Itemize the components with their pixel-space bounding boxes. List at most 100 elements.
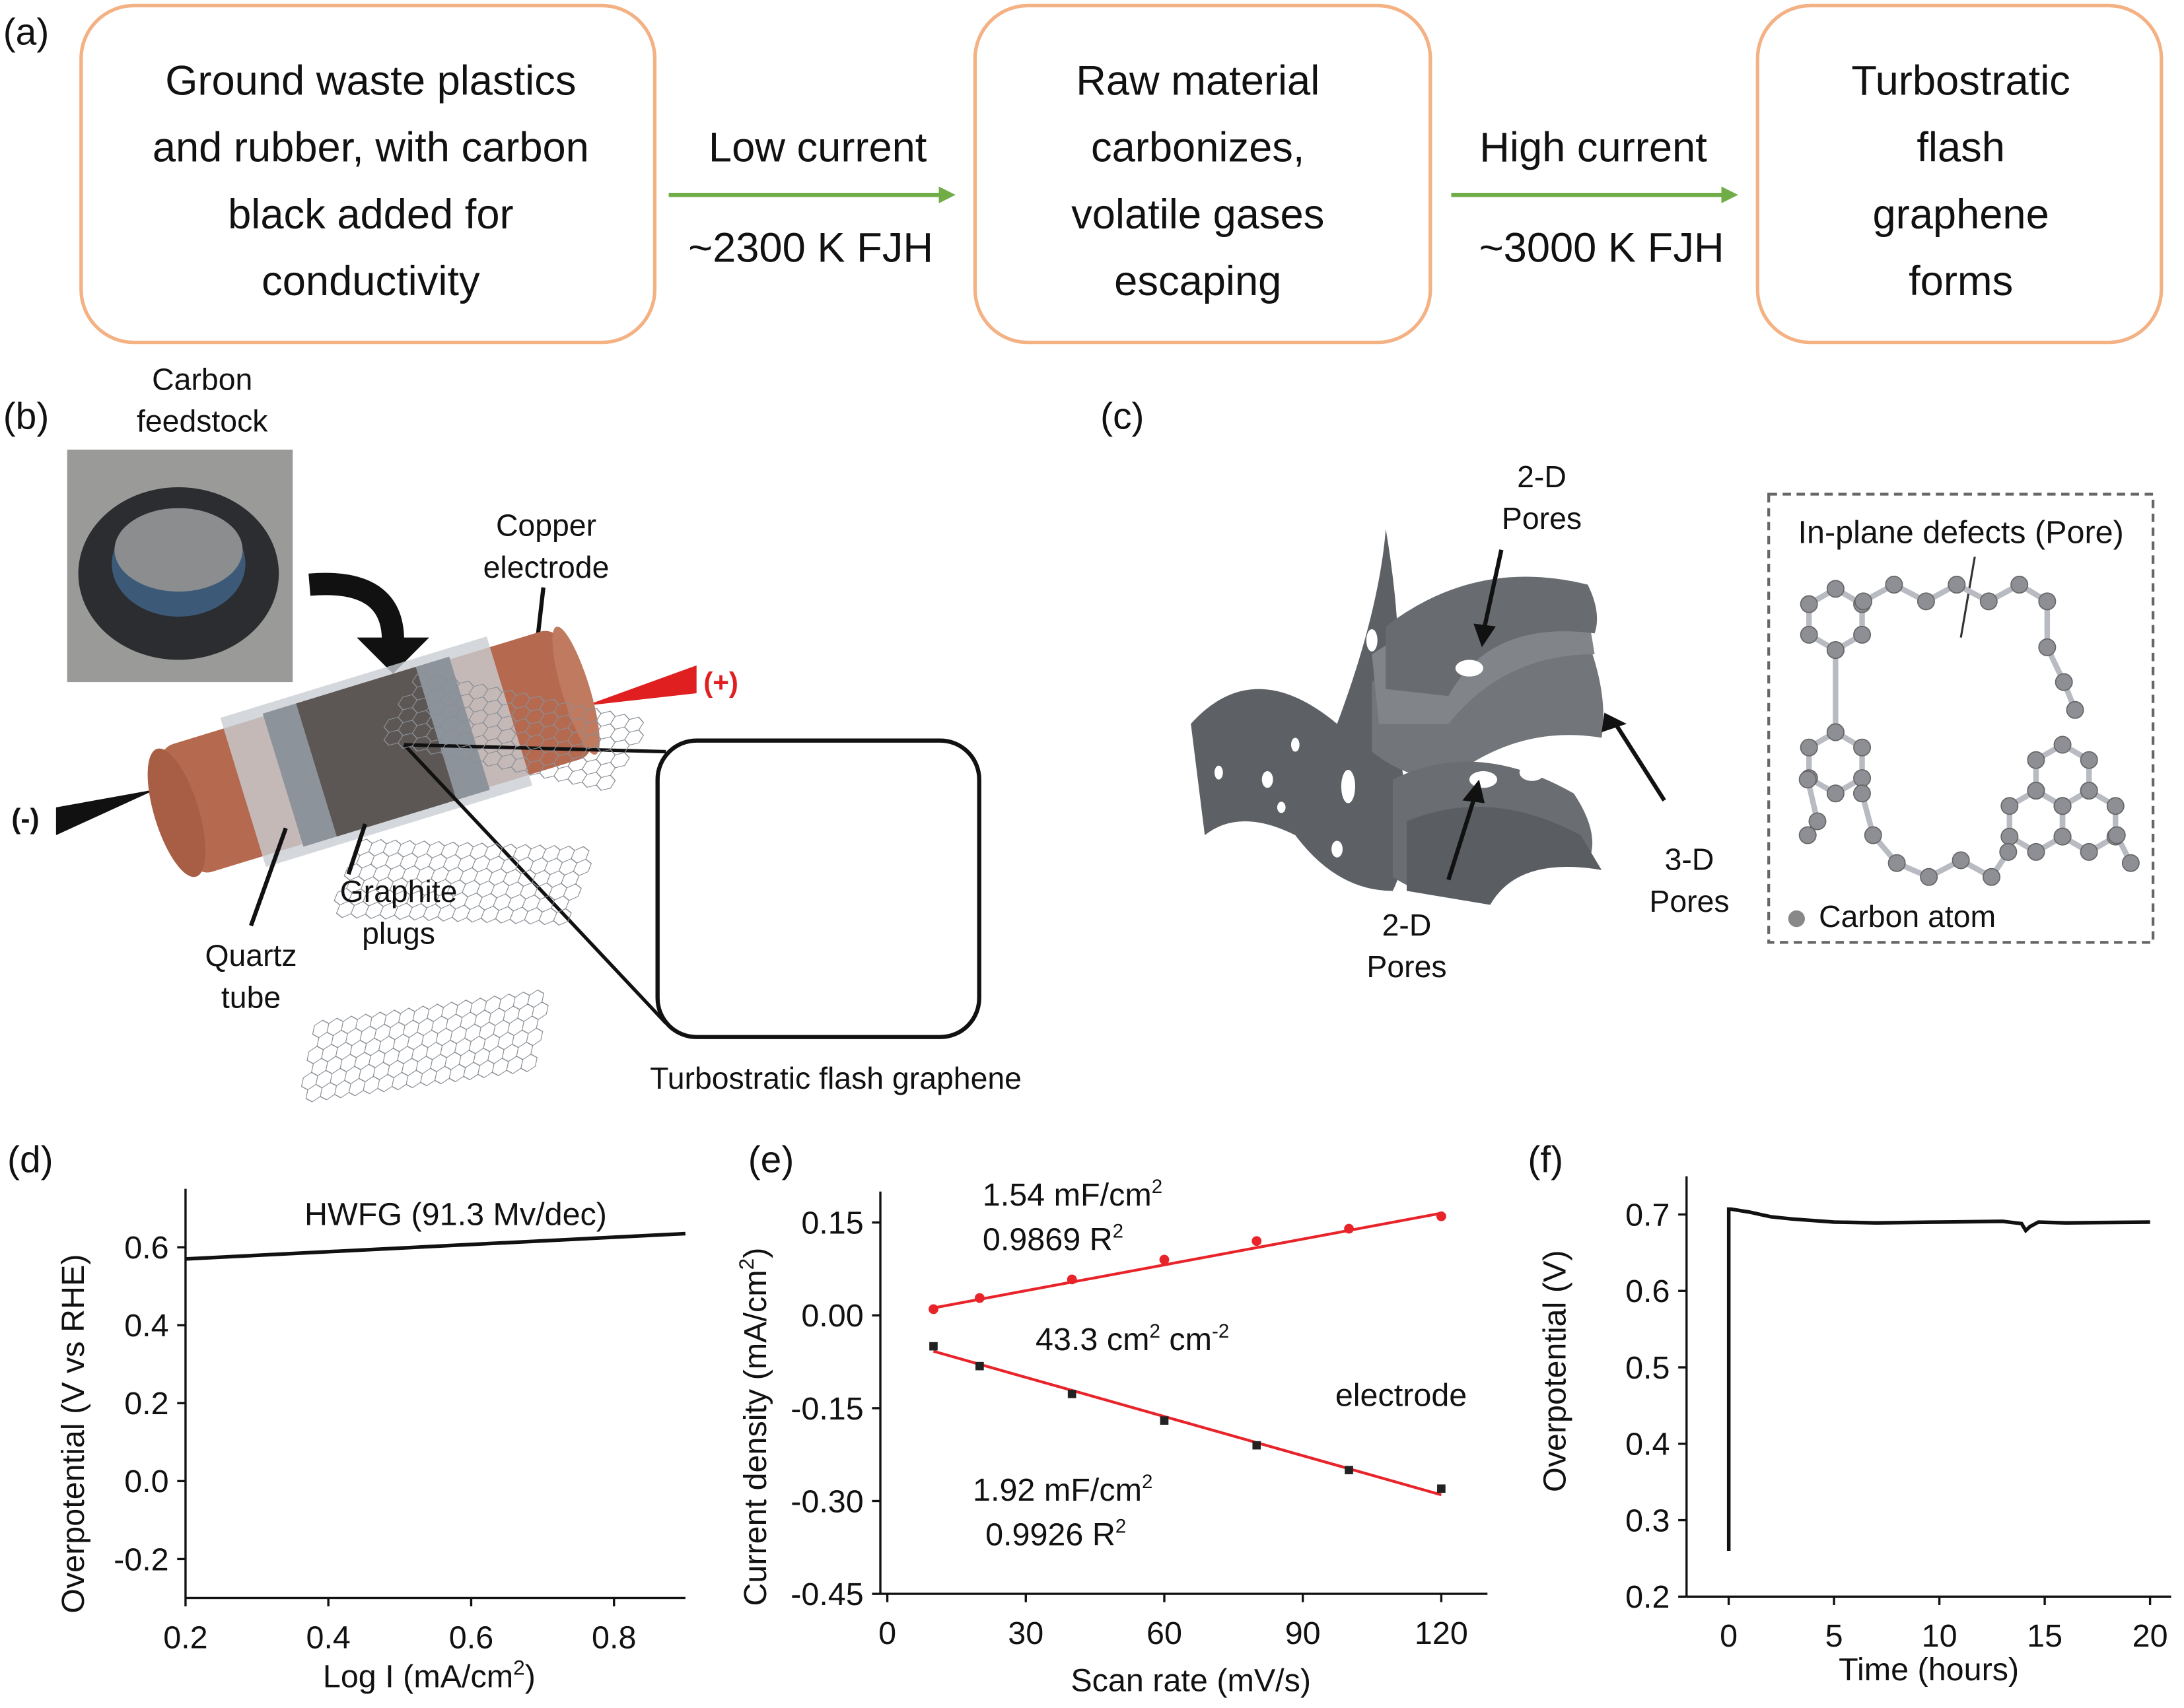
carbon-atom [1800,595,1818,613]
y-axis-label-sup: 2 [734,1258,758,1270]
x-axis-label-text: Scan rate (mV/s) [1071,1663,1311,1699]
y-tick-label: 0.6 [1625,1274,1670,1309]
anodic-r2-part: 0.9869 R [983,1221,1113,1257]
carbon-atom [1826,580,1845,598]
y-axis-label-text: Overpotential (V vs RHE) [55,1254,91,1614]
x-axis-label: Time (hours) [1839,1652,2019,1688]
data-point [975,1361,984,1371]
pores-3d-2: Pores [1649,884,1729,918]
slope-annotation: HWFG (91.3 Mv/dec) [304,1196,607,1232]
x-tick-label: 0 [878,1616,896,1651]
data-point [1436,1211,1446,1221]
anodic-r2-part: 2 [1113,1220,1123,1242]
cathodic-capacitance-part: 1.92 mF/cm [973,1472,1142,1508]
y-tick-label: -0.2 [114,1542,169,1577]
carbon-atom [1800,738,1818,757]
cathodic-capacitance: 1.92 mF/cm2 [973,1471,1152,1508]
y-axis-label-text: Overpotential (V) [1537,1250,1572,1492]
x-axis-label-sup: 2 [513,1655,525,1679]
y-tick-label: -0.30 [791,1484,864,1519]
data-point [1437,1484,1446,1493]
copper-label-1: Copper [496,508,596,543]
carbon-atom [1920,868,1938,886]
x-tick-label: 20 [2132,1618,2168,1654]
carbon-atom [1808,812,1827,831]
step3-line3: graphene [1872,191,2049,238]
x-tick-label: 15 [2027,1618,2062,1654]
data-point [1252,1441,1261,1450]
x-tick-label: 30 [1008,1616,1043,1651]
step2-line2: carbonizes, [1091,125,1304,171]
carbon-atom [1826,784,1845,803]
step1-line2: and rubber, with carbon [153,125,589,171]
carbon-atom [1854,592,1873,611]
y-tick-label: 0.3 [1625,1503,1670,1538]
carbon-atom [2121,854,2140,872]
x-tick-label: 0.2 [163,1620,207,1655]
y-tick-label: 0.4 [124,1308,168,1344]
panel-a: (a) Ground waste plastics and rubber, wi… [3,3,2164,345]
carbon-atom [1826,723,1845,741]
anodic-r2: 0.9869 R2 [983,1220,1123,1257]
carbon-atom [2027,751,2045,769]
panel-label-d: (d) [7,1138,53,1180]
fit-line [933,1212,1442,1310]
curved-arrow-icon [308,572,404,641]
feedstock-label-1: Carbon [152,362,252,396]
graphene-layer [300,989,549,1103]
data-point [1067,1274,1077,1285]
carbon-atom [1887,854,1906,872]
ecsa-annotation-part: 43.3 cm [1036,1322,1149,1357]
positive-wedge-icon [585,665,697,706]
fit-line [933,1349,1442,1497]
ecsa-annotation-part: 2 [1149,1320,1160,1342]
data-point [929,1304,938,1315]
carbon-atom [1853,625,1872,644]
graphene-layer [383,671,645,791]
carbon-atom [1948,576,1966,594]
feedstock-label-2: feedstock [137,404,268,438]
x-tick-label: 120 [1415,1616,1468,1651]
electrode-annotation-part: electrode [1335,1377,1467,1413]
x-tick-label: 60 [1146,1616,1182,1651]
pores-3d-1: 3-D [1665,842,1714,877]
carbon-atom [2080,751,2098,769]
panel-b: (b) Carbon feedstock Copper electrode (+… [3,362,1022,1103]
graphite-label-2: plugs [362,916,435,950]
copper-label-2: electrode [483,550,610,584]
data-point [1160,1416,1169,1425]
carbon-atom [2053,797,2072,815]
y-tick-label: 0.00 [801,1298,863,1334]
panel-label-f: (f) [1528,1138,1563,1180]
panel-label-e: (e) [748,1138,794,1180]
carbon-atom [1826,641,1845,660]
step2-line3: volatile gases [1071,191,1324,238]
defect-box [1767,493,2155,944]
cathodic-capacitance-part: 2 [1142,1471,1152,1493]
carbon-defect-structure [1798,576,2140,886]
arrow-head-icon [357,637,429,674]
carbon-atom [1952,851,1970,870]
data-point [1159,1254,1170,1265]
y-tick-label: 0.7 [1625,1197,1670,1233]
chart-f: 0 5 10 15 20 0.2 0.3 0.4 0.5 0.6 0.7 Time (hours) Ov… [1537,1176,2171,1688]
data-point [1251,1236,1262,1247]
y-axis-label: Overpotential (V vs RHE) [55,1254,91,1614]
x-axis-label: Scan rate (mV/s) [1071,1663,1311,1699]
carbon-atom [1979,592,1998,611]
carbon-atom [1798,826,1817,844]
step1-line1: Ground waste plastics [165,57,576,104]
y-tick-label: 0.2 [1625,1579,1670,1615]
graphene-lattice [300,671,645,1103]
carbon-atom [2066,700,2084,719]
step-box-3 [1755,3,2164,345]
carbon-atom [2053,735,2072,754]
carbon-atom [1853,738,1872,757]
carbon-atom [1999,842,2018,861]
step3-line4: forms [1909,258,2013,304]
y-tick-label: 0.0 [124,1464,168,1499]
arrow-right-icon [668,186,956,203]
carbon-atom [2027,842,2045,861]
